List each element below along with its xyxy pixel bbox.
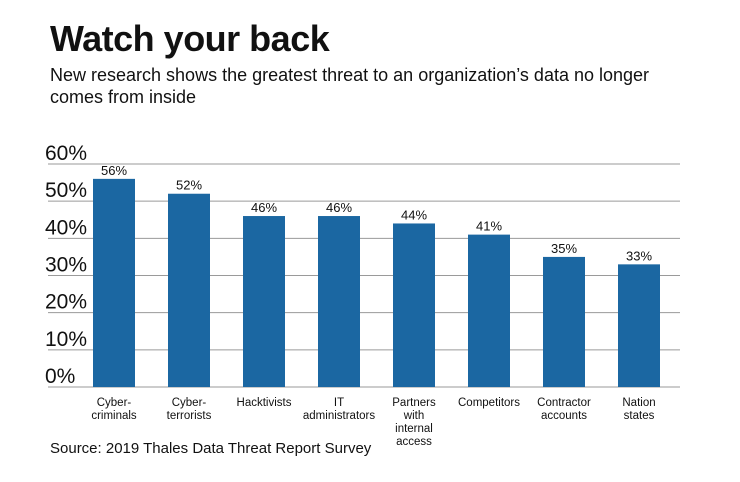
- y-tick-label: 20%: [45, 291, 87, 314]
- data-label: 44%: [401, 207, 427, 222]
- category-label: Competitors: [458, 397, 520, 409]
- bar: [93, 178, 135, 387]
- data-label: 52%: [176, 178, 202, 193]
- chart-source: Source: 2019 Thales Data Threat Report S…: [50, 440, 372, 457]
- category-label: Contractor accounts: [537, 397, 591, 422]
- bar: [393, 223, 435, 387]
- bar: [543, 256, 585, 387]
- chart-subtitle: New research shows the greatest threat t…: [50, 65, 650, 107]
- category-label: Cyber-criminals: [91, 397, 137, 422]
- y-tick-label: 10%: [45, 328, 87, 351]
- y-tick-label: 0%: [45, 365, 75, 388]
- bar: [618, 264, 660, 387]
- data-label: 46%: [326, 200, 352, 215]
- bar: [468, 234, 510, 387]
- bar: [168, 193, 210, 387]
- y-tick-label: 30%: [45, 254, 87, 277]
- data-label: 33%: [626, 248, 652, 263]
- bar: [243, 216, 285, 387]
- category-label: Nation states: [622, 397, 655, 422]
- data-label: 56%: [101, 163, 127, 178]
- data-label: 35%: [551, 241, 577, 256]
- data-label: 46%: [251, 200, 277, 215]
- y-tick-label: 40%: [45, 216, 87, 239]
- category-label: Partners with internal access: [392, 397, 436, 448]
- y-tick-label: 60%: [45, 142, 87, 165]
- category-label: IT administrators: [303, 397, 375, 422]
- bar: [318, 216, 360, 387]
- category-label: Cyber-terrorists: [167, 397, 212, 422]
- category-label: Hacktivists: [237, 397, 292, 409]
- chart-title: Watch your back: [50, 18, 330, 59]
- data-label: 41%: [476, 219, 502, 234]
- y-tick-label: 50%: [45, 179, 87, 202]
